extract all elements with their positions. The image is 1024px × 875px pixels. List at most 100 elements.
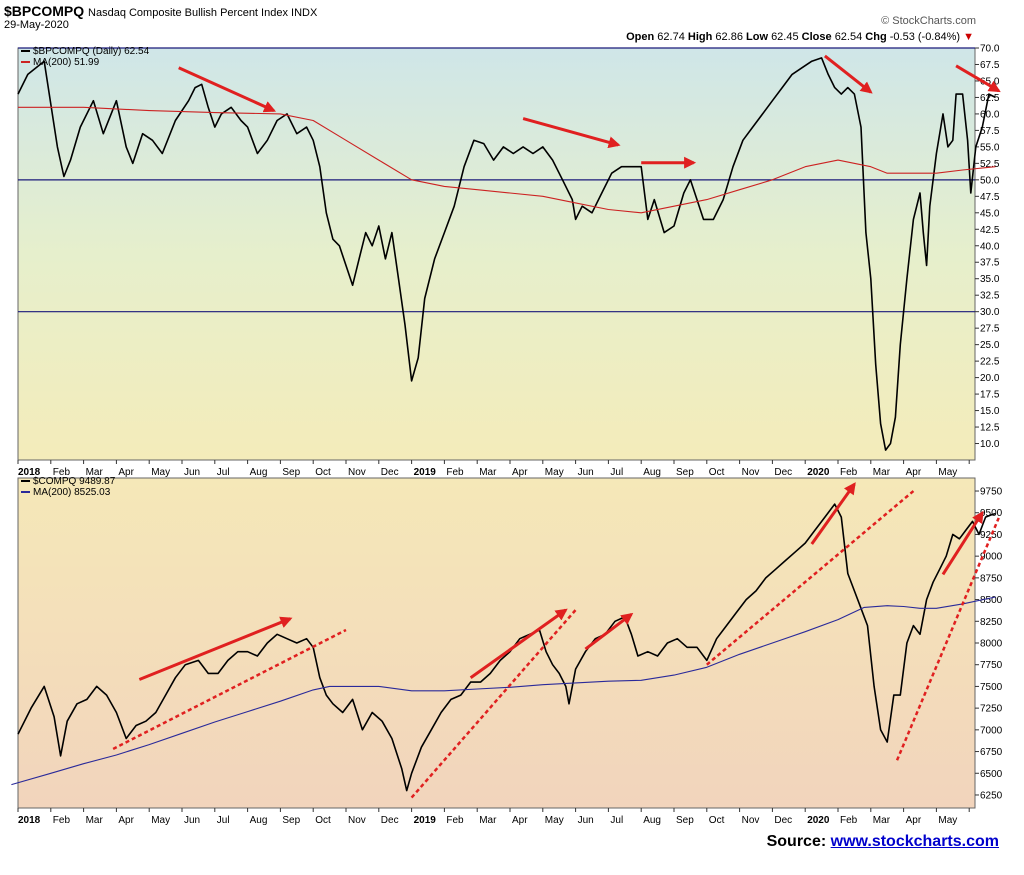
bottom-ytick-label: 8750 — [980, 573, 1003, 584]
top-xtick-label: Oct — [315, 467, 331, 478]
bottom-xtick-label: Oct — [709, 815, 725, 826]
top-ytick-label: 20.0 — [980, 373, 1000, 384]
bottom-panel-background — [17, 477, 976, 809]
chart-title: $BPCOMPQ Nasdaq Composite Bullish Percen… — [4, 3, 317, 19]
top-xtick-label: Sep — [676, 467, 694, 478]
top-trend-arrow — [823, 54, 873, 94]
source-link[interactable]: www.stockcharts.com — [830, 833, 999, 850]
bottom-dotted-trendline — [895, 517, 1000, 761]
bottom-ytick-label: 7500 — [980, 682, 1003, 693]
bottom-ytick-label: 6750 — [980, 747, 1003, 758]
top-ytick-label: 10.0 — [980, 439, 1000, 450]
bottom-xtick-label: Apr — [118, 815, 134, 826]
top-ytick-label: 42.5 — [980, 225, 1000, 236]
bottom-trend-arrow — [469, 608, 568, 679]
bottom-xtick-label: May — [151, 815, 170, 826]
top-xtick-label: Oct — [709, 467, 725, 478]
bottom-xtick-label: Jul — [610, 815, 623, 826]
top-ytick-label: 27.5 — [980, 324, 1000, 335]
top-xtick-label: Nov — [348, 467, 366, 478]
top-ytick-label: 35.0 — [980, 274, 1000, 285]
bottom-trend-arrow — [941, 510, 984, 576]
top-xtick-label: Mar — [873, 467, 891, 478]
top-xtick-label: Dec — [381, 467, 399, 478]
bottom-ytick-label: 9500 — [980, 508, 1003, 519]
open-value: 62.74 — [657, 31, 685, 43]
top-xtick-label: Aug — [643, 467, 661, 478]
top-xtick-label: Apr — [512, 467, 528, 478]
top-xtick-label: May — [545, 467, 564, 478]
source-line: Source: www.stockcharts.com — [767, 833, 999, 851]
top-ytick-label: 67.5 — [980, 60, 1000, 71]
bottom-ytick-label: 9000 — [980, 552, 1003, 563]
bottom-ytick-label: 9250 — [980, 530, 1003, 541]
bottom-xtick-label: Apr — [906, 815, 922, 826]
close-value: 62.54 — [834, 31, 863, 43]
top-ytick-label: 45.0 — [980, 208, 1000, 219]
bottom-trend-arrow — [138, 616, 293, 681]
bottom-dotted-trendline — [112, 628, 347, 751]
top-xtick-label: Sep — [282, 467, 300, 478]
bottom-xtick-label: May — [545, 815, 564, 826]
bottom-xtick-label: Feb — [53, 815, 71, 826]
bottom-ytick-label: 7250 — [980, 704, 1003, 715]
bottom-ytick-label: 8250 — [980, 617, 1003, 628]
symbol-description: Nasdaq Composite Bullish Percent Index I… — [88, 7, 318, 19]
top-trend-arrow — [955, 64, 1001, 93]
top-xtick-label: 2018 — [18, 467, 41, 478]
top-ytick-label: 32.5 — [980, 291, 1000, 302]
top-xtick-label: Feb — [53, 467, 71, 478]
bottom-xtick-label: Dec — [381, 815, 399, 826]
top-xtick-label: Apr — [906, 467, 922, 478]
bottom-panel: 6250 6500 6750 7000 7250 7500 7750 8000 8250 8500… — [11, 476, 1003, 826]
bottom-xtick-label: Mar — [479, 815, 497, 826]
bottom-xtick-label: May — [938, 815, 957, 826]
bottom-series-price — [17, 503, 996, 792]
bottom-ytick-label: 8000 — [980, 639, 1003, 650]
top-ytick-label: 55.0 — [980, 142, 1000, 153]
top-ytick-label: 22.5 — [980, 357, 1000, 368]
low-value: 62.45 — [771, 31, 799, 43]
top-xtick-label: Aug — [250, 467, 268, 478]
high-value: 62.86 — [715, 31, 743, 43]
bottom-xtick-label: Mar — [86, 815, 104, 826]
top-ytick-label: 70.0 — [980, 44, 1000, 55]
top-panel: 10.0 12.5 15.0 17.5 20.0 22.5 25.0 27.5 30.0 32.5… — [17, 44, 1001, 478]
bottom-trend-arrow — [810, 482, 856, 545]
bottom-xtick-label: Sep — [676, 815, 694, 826]
bottom-xtick-label: Nov — [742, 815, 760, 826]
top-xtick-label: Mar — [479, 467, 497, 478]
bottom-xtick-label: Jun — [578, 815, 594, 826]
top-xtick-label: Feb — [840, 467, 858, 478]
top-ytick-label: 40.0 — [980, 241, 1000, 252]
chart-date: 29-May-2020 — [4, 19, 69, 31]
chg-value: -0.53 (-0.84%) — [889, 31, 961, 43]
top-ytick-label: 62.5 — [980, 93, 1000, 104]
top-ytick-label: 47.5 — [980, 192, 1000, 203]
bottom-xtick-label: Sep — [282, 815, 300, 826]
credit: © StockCharts.com — [881, 15, 976, 27]
top-ytick-label: 37.5 — [980, 258, 1000, 269]
top-xtick-label: Jul — [217, 467, 230, 478]
top-xtick-label: Apr — [118, 467, 134, 478]
ohlc-readout: Open 62.74 High 62.86 Low 62.45 Close 62… — [626, 31, 974, 43]
bottom-xtick-label: Aug — [643, 815, 661, 826]
bottom-ytick-label: 7000 — [980, 725, 1003, 736]
top-xtick-label: Jun — [184, 467, 200, 478]
top-ytick-label: 30.0 — [980, 307, 1000, 318]
top-series-price — [17, 57, 996, 451]
chg-label: Chg — [865, 31, 887, 43]
top-xtick-label: May — [151, 467, 170, 478]
bottom-xtick-label: Apr — [512, 815, 528, 826]
top-xtick-label: 2019 — [414, 467, 437, 478]
bottom-ytick-label: 8500 — [980, 595, 1003, 606]
close-label: Close — [801, 31, 832, 43]
top-xtick-label: Feb — [446, 467, 464, 478]
bottom-xtick-label: Mar — [873, 815, 891, 826]
open-label: Open — [626, 31, 655, 43]
top-ytick-label: 17.5 — [980, 390, 1000, 401]
down-triangle-icon: ▼ — [963, 31, 974, 43]
top-trend-arrow — [178, 66, 277, 113]
top-ytick-label: 60.0 — [980, 109, 1000, 120]
